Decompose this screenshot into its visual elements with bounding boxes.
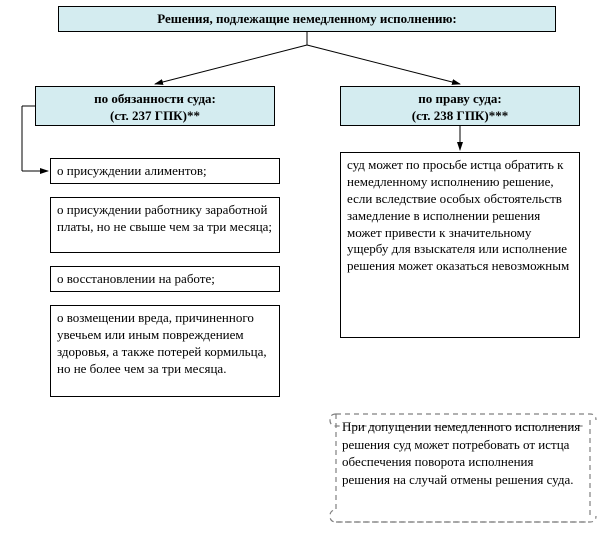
right-branch-body: суд может по просьбе истца обратить к не… <box>340 152 580 338</box>
right-branch-title-line2: (ст. 238 ГПК)*** <box>347 108 573 125</box>
right-branch-body-text: суд может по просьбе истца обратить к не… <box>347 157 569 273</box>
left-item-0: о присуждении алиментов; <box>50 158 280 184</box>
left-item-0-text: о присуждении алиментов; <box>57 163 207 178</box>
left-item-1-text: о присуждении работнику заработной платы… <box>57 202 272 234</box>
left-item-3: о возмещении вреда, причиненного увечьем… <box>50 305 280 397</box>
left-item-2-text: о восстановлении на работе; <box>57 271 215 286</box>
left-branch-header: по обязанности суда: (ст. 237 ГПК)** <box>35 86 275 126</box>
root-title-box: Решения, подлежащие немедленному исполне… <box>58 6 556 32</box>
root-title: Решения, подлежащие немедленному исполне… <box>157 11 457 26</box>
left-item-3-text: о возмещении вреда, причиненного увечьем… <box>57 310 267 376</box>
left-item-2: о восстановлении на работе; <box>50 266 280 292</box>
note-text: При допущении немедленного исполнения ре… <box>342 419 580 487</box>
left-item-1: о присуждении работнику заработной платы… <box>50 197 280 253</box>
right-branch-title-line1: по праву суда: <box>347 91 573 108</box>
right-branch-header: по праву суда: (ст. 238 ГПК)*** <box>340 86 580 126</box>
left-branch-title-line1: по обязанности суда: <box>42 91 268 108</box>
note-scroll: При допущении немедленного исполнения ре… <box>328 408 596 518</box>
left-branch-title-line2: (ст. 237 ГПК)** <box>42 108 268 125</box>
